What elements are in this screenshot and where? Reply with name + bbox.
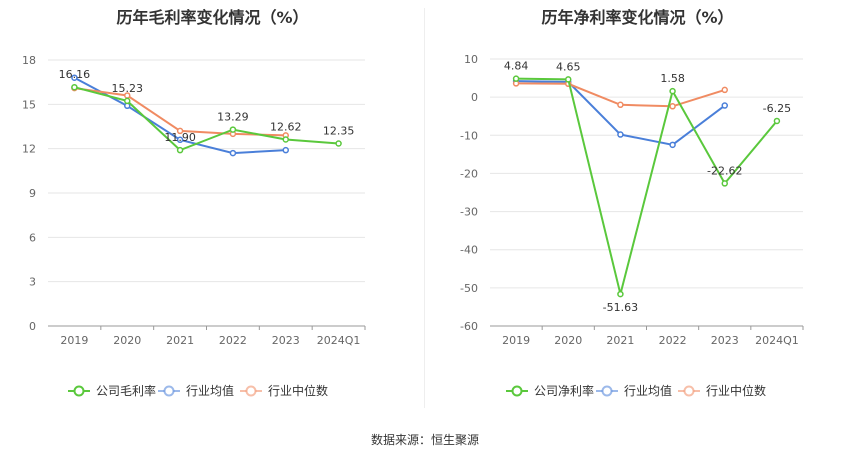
legend-label: 行业中位数 <box>268 383 328 398</box>
y-tick-label: 6 <box>29 231 36 244</box>
data-label: -22.62 <box>707 164 742 177</box>
data-point <box>282 146 289 154</box>
panel-divider <box>424 8 425 408</box>
data-point <box>229 126 237 133</box>
data-point <box>617 101 624 109</box>
y-tick-label: -20 <box>460 167 478 180</box>
legend-label: 公司毛利率 <box>96 383 156 398</box>
legend-marker <box>73 385 85 397</box>
legend-label: 公司净利率 <box>534 383 594 398</box>
data-point <box>721 86 728 94</box>
x-tick-label: 2020 <box>554 334 582 347</box>
legend-marker <box>245 385 257 397</box>
data-point <box>282 136 289 143</box>
gross-margin-chart: 0 3 6 9 12 15 18 2019 2020 2021 2022 2023 2024Q1 16.1… <box>22 54 366 398</box>
legend-label: 行业均值 <box>624 383 672 398</box>
y-tick-label: 18 <box>22 54 36 67</box>
data-point <box>229 149 237 157</box>
data-label: 4.65 <box>556 60 581 73</box>
data-label: 13.29 <box>217 111 249 124</box>
y-tick-label: -50 <box>460 282 478 295</box>
data-point <box>669 103 676 110</box>
legend-marker <box>163 385 175 397</box>
gross-margin-chart-title: 历年毛利率变化情况（%） <box>116 8 309 27</box>
x-tick-label: 2019 <box>502 334 530 347</box>
data-point <box>565 76 572 83</box>
legend-item[interactable]: 行业均值 <box>158 383 234 398</box>
legend-item[interactable]: 行业均值 <box>596 383 672 398</box>
y-tick-label: 9 <box>29 187 36 200</box>
data-point <box>721 180 728 187</box>
data-label: 12.35 <box>323 124 355 137</box>
data-point <box>71 83 78 91</box>
legend-marker <box>601 385 613 397</box>
x-tick-label: 2020 <box>113 334 141 347</box>
data-point <box>124 97 131 105</box>
x-tick-label: 2023 <box>711 334 739 347</box>
data-label: 15.23 <box>112 82 144 95</box>
legend-marker <box>511 385 523 397</box>
data-point <box>669 141 676 149</box>
series-line <box>74 86 339 152</box>
data-point <box>721 102 728 109</box>
data-point <box>71 74 78 81</box>
series-line <box>516 77 778 295</box>
data-point <box>617 290 624 298</box>
net-margin-chart-title: 历年净利率变化情况（%） <box>541 8 734 27</box>
data-label: -51.63 <box>603 301 638 314</box>
data-point <box>176 136 184 144</box>
x-tick-label: 2022 <box>219 334 247 347</box>
legend-label: 行业均值 <box>186 383 234 398</box>
x-tick-label: 2019 <box>60 334 88 347</box>
data-label: 16.16 <box>59 68 91 81</box>
legend-item[interactable]: 行业中位数 <box>240 383 328 398</box>
legend-item[interactable]: 行业中位数 <box>678 383 766 398</box>
data-point <box>176 146 184 154</box>
y-tick-label: -60 <box>460 320 478 333</box>
y-tick-label: 3 <box>29 276 36 289</box>
data-point <box>617 131 624 138</box>
data-point <box>176 127 184 135</box>
x-tick-label: 2021 <box>606 334 634 347</box>
legend-label: 行业中位数 <box>706 383 766 398</box>
data-point <box>335 140 342 147</box>
legend-marker <box>683 385 695 397</box>
data-point <box>773 117 781 125</box>
data-label: 1.58 <box>660 72 685 85</box>
y-tick-label: 10 <box>464 53 478 66</box>
data-point <box>512 75 520 82</box>
y-tick-label: 12 <box>22 143 36 156</box>
y-tick-label: -30 <box>460 206 478 219</box>
y-tick-label: 15 <box>22 98 36 111</box>
data-label: 12.62 <box>270 121 302 134</box>
x-tick-label: 2022 <box>659 334 687 347</box>
data-label: -6.25 <box>763 102 791 115</box>
x-tick-label: 2023 <box>272 334 300 347</box>
data-label: 11.90 <box>164 131 196 144</box>
legend-item[interactable]: 公司毛利率 <box>68 383 156 398</box>
y-tick-label: 0 <box>471 91 478 104</box>
y-tick-label: 0 <box>29 320 36 333</box>
legend-item[interactable]: 公司净利率 <box>506 383 594 398</box>
y-tick-label: -10 <box>460 129 478 142</box>
x-tick-label: 2024Q1 <box>755 334 799 347</box>
y-tick-label: -40 <box>460 244 478 257</box>
x-tick-label: 2021 <box>166 334 194 347</box>
data-source-note: 数据来源：恒生聚源 <box>370 433 479 447</box>
data-label: 4.84 <box>504 60 529 73</box>
data-point <box>669 87 676 95</box>
x-tick-label: 2024Q1 <box>317 334 361 347</box>
net-margin-chart: -60 -50 -40 -30 -20 -10 0 10 2019 2020 2021 2022 202… <box>460 53 804 398</box>
